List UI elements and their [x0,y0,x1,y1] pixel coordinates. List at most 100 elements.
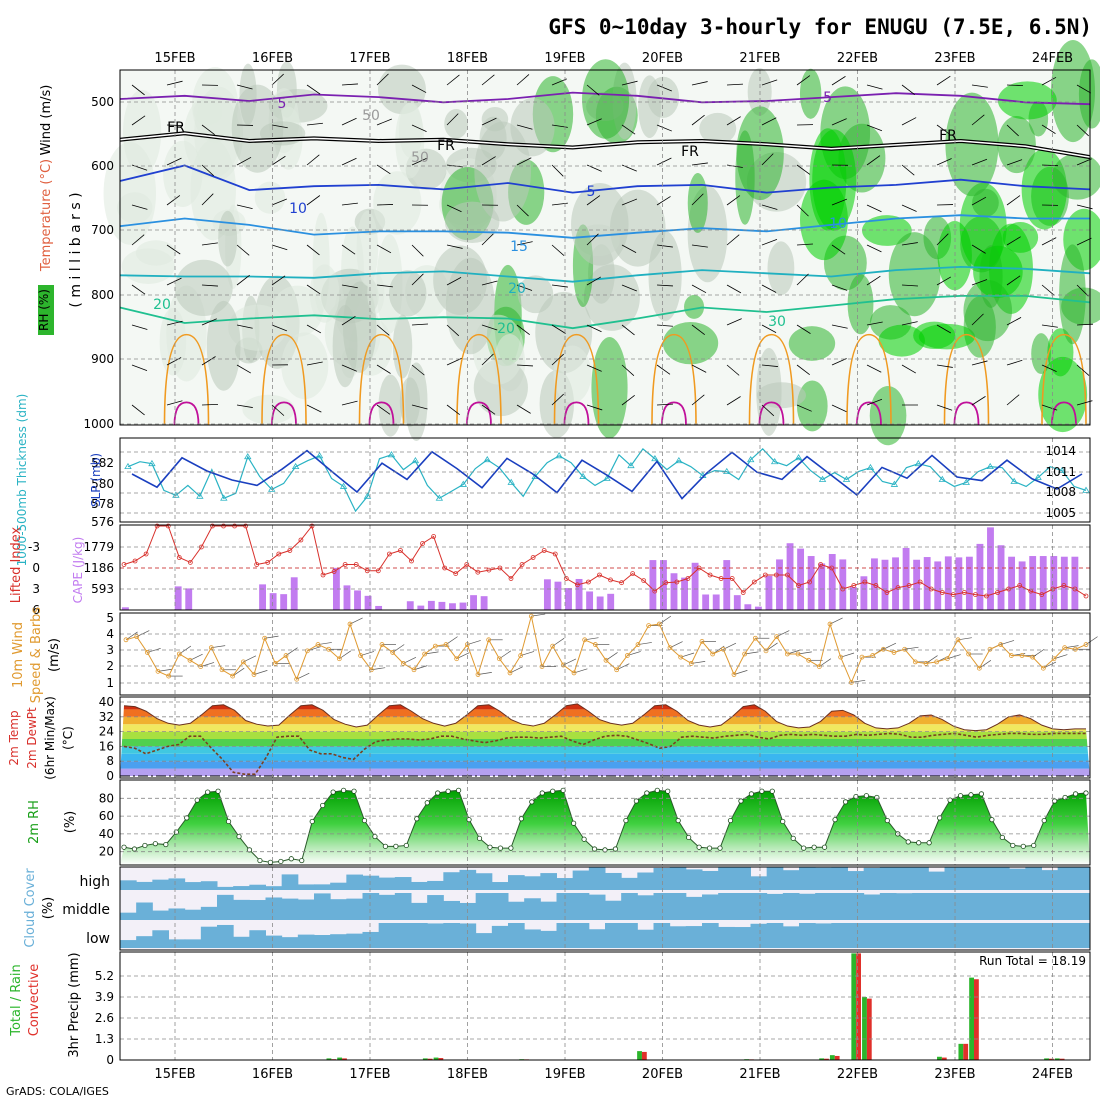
lifted-index-point [707,572,713,578]
rh-point [1041,817,1047,824]
lifted-index-point [641,578,647,583]
wind-barb [936,276,952,286]
cloud-cover-bar [233,899,250,920]
wind-speed-point [379,642,385,647]
wind-speed-point [230,673,236,679]
temp-band [120,753,1090,762]
cloud-cover-bar [976,893,994,920]
lifted-index-point [431,534,437,539]
lifted-index-point [210,523,215,529]
wind-speed-point [1062,645,1068,651]
wind-barb [726,195,741,206]
rh-point [612,846,619,852]
lifted-index-point [718,576,724,581]
wind-barb [271,244,288,251]
wind-barb [271,404,285,416]
wind-speed-point [304,648,310,654]
rh-shading-patch [399,377,421,427]
wind-axis-label: 10m Wind [11,622,26,688]
isotherm-t15 [119,265,1091,283]
wind-barb [516,324,530,336]
cloud-cover-bar [427,895,444,920]
wind-barb [271,198,287,206]
thickness-point [651,454,659,462]
cloud-cover-bar [120,912,137,920]
rh-tick-label: 80 [99,791,114,805]
isotherm-25 [553,333,600,426]
rh-point [382,843,389,849]
wind-barb [586,118,602,126]
cloud-cover-bar [411,902,428,920]
wind-barb [411,404,428,410]
lifted-index-point [884,590,890,595]
wind-barb [236,364,252,374]
wind-barb [201,193,214,206]
wind-barb [936,158,952,166]
wind-speed-point [582,637,588,643]
contour-label: 10 [829,216,847,232]
lifted-index-point [420,541,425,546]
rh-point [225,818,232,825]
precip-total-bar [829,1055,835,1060]
wind-speed-point [1072,646,1078,652]
wind-speed-point [1051,656,1057,662]
cloud-cover-bar [1009,868,1026,890]
rh-point [675,817,681,824]
cloud-cover-bar [475,893,493,920]
thickness-tick-label: 582 [91,456,114,470]
wind-barb [936,364,953,368]
rh-shading-patch [1050,39,1096,143]
wind-barb [761,364,778,367]
cloud-cover-bar [621,923,638,948]
wind-barb [201,284,218,287]
rh-point [832,817,838,823]
cloud-cover-bar [863,894,881,920]
rh-shading-patch [878,324,925,357]
cape-bar [860,576,868,610]
cloud-cover-bar [524,876,541,890]
wind-barb [551,353,564,366]
rh-point [665,788,671,794]
cloud-cover-bar [993,923,1010,948]
wind-barb [621,394,635,406]
cloud-cover-bar [297,884,315,890]
lifted-index-point [906,583,912,588]
li-tick-label: 6 [32,603,40,617]
wind-speed-point [134,634,140,640]
wind-barb [271,73,284,86]
wind-speed-point [187,657,193,663]
rh-shading-patch [174,259,233,317]
cloud-cover-bar [184,939,202,948]
wind-tick-label: 4 [106,627,114,641]
cape-bar [913,559,921,610]
cloud-cover-bar [1073,893,1091,920]
cloud-cover-bar [540,930,557,948]
wind-speed-point [1008,653,1014,658]
wind-barb [796,324,811,334]
wind-barb [1076,158,1092,166]
isotherm-25 [163,333,210,426]
upper-tick-label: 700 [91,223,114,237]
wind-barb [376,404,391,415]
wind-barb [761,153,774,166]
contour-label: 50 [411,150,429,166]
cloud-cover-bar [346,898,363,920]
rh-point [999,834,1005,841]
wind-barb [236,204,253,210]
rh-shading-patch [684,294,705,319]
wind-barb [866,398,883,406]
rh-shading-patch [945,92,999,197]
lifted-index-point [265,560,271,565]
rh-shading-patch [687,173,708,233]
wind-barb [971,158,988,166]
cloud-cover-bar [1025,923,1042,948]
rh-point [1031,842,1037,849]
wind-barb [306,324,322,334]
wind-barb [936,75,951,86]
top-date-label: 17FEB [349,51,390,66]
rh-shading-patch [767,241,795,296]
rh-point [801,845,807,851]
wind-barb [306,361,323,366]
thickness-point [938,475,947,482]
rh-shading-patch [997,81,1057,120]
